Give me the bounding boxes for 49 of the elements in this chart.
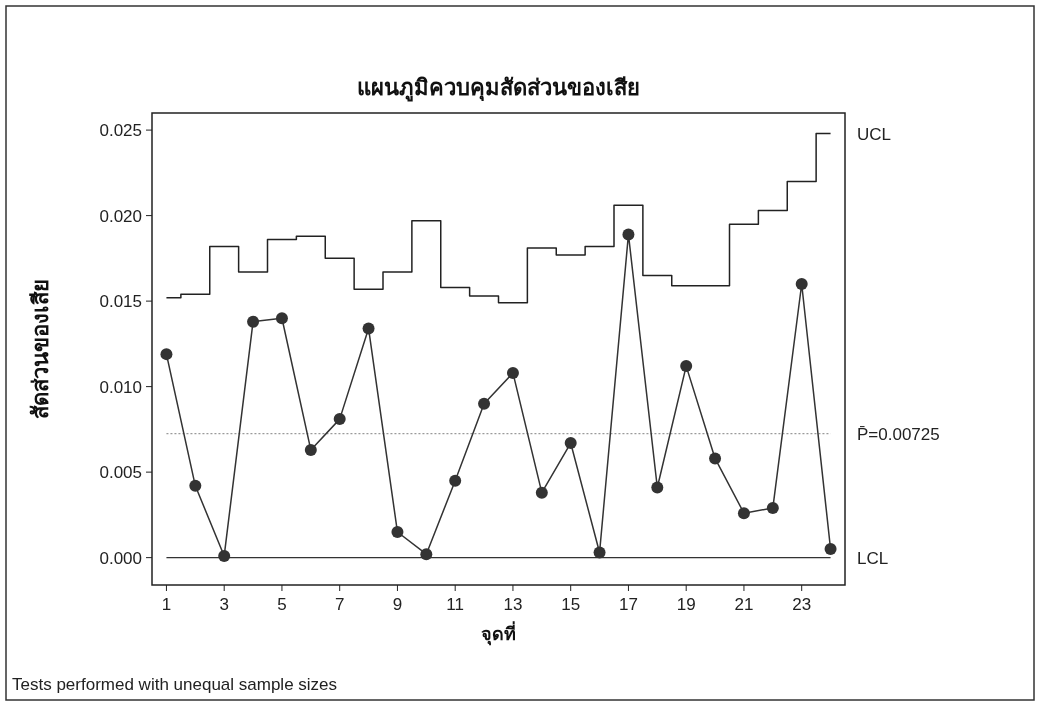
x-tick-label: 5: [277, 595, 287, 614]
point: [766, 502, 779, 515]
y-tick-label: 0.010: [99, 377, 142, 397]
y-tick-label: 0.025: [99, 121, 142, 141]
x-tick-label: 7: [334, 595, 345, 614]
x-tick-label: 21: [734, 595, 754, 614]
y-tick-label: 0.020: [99, 206, 142, 226]
text: Tests performed with unequal sample sizes: [12, 675, 338, 694]
point: [737, 507, 750, 520]
x-tick-label: 15: [561, 595, 581, 614]
x-tick-label: 11: [446, 595, 465, 614]
x-tick-label: 13: [503, 595, 523, 614]
point: [535, 486, 548, 499]
point: [247, 315, 260, 328]
point: [478, 397, 491, 410]
x-tick-label: 19: [676, 595, 696, 614]
point: [275, 312, 288, 325]
point: [622, 228, 635, 241]
point: [218, 549, 231, 562]
point: [795, 278, 808, 291]
y-tick-label: 0.015: [99, 292, 142, 312]
x-tick-label: 3: [219, 595, 229, 614]
x-tick-label: 9: [392, 595, 403, 614]
point: [506, 366, 519, 379]
point: [680, 360, 693, 373]
point: [593, 546, 606, 559]
point: [449, 474, 462, 487]
point: [333, 413, 346, 426]
y-tick-label: 0.005: [99, 463, 142, 483]
x-tick-label: 1: [161, 595, 172, 614]
point: [709, 452, 722, 465]
point: [189, 479, 202, 492]
x-tick-label: 17: [618, 595, 638, 614]
point: [304, 443, 317, 456]
point: [824, 543, 837, 556]
point: [160, 348, 173, 361]
x-axis-title: จุดที่: [481, 621, 516, 646]
point: [362, 322, 375, 335]
ref-line-label: P̄=0.00725: [857, 424, 940, 444]
y-tick-label: 0.000: [99, 548, 142, 568]
point: [651, 481, 664, 494]
chart-title: แผนภูมิควบคุมสัดส่วนของเสีย: [357, 74, 640, 102]
point: [391, 525, 404, 538]
point: [420, 548, 433, 561]
point: [564, 437, 577, 450]
y-axis-title: สัดส่วนของเสีย: [27, 279, 53, 419]
x-tick-label: 23: [792, 595, 812, 614]
series-label: UCL: [857, 124, 892, 144]
ref-line-label: LCL: [857, 548, 889, 568]
